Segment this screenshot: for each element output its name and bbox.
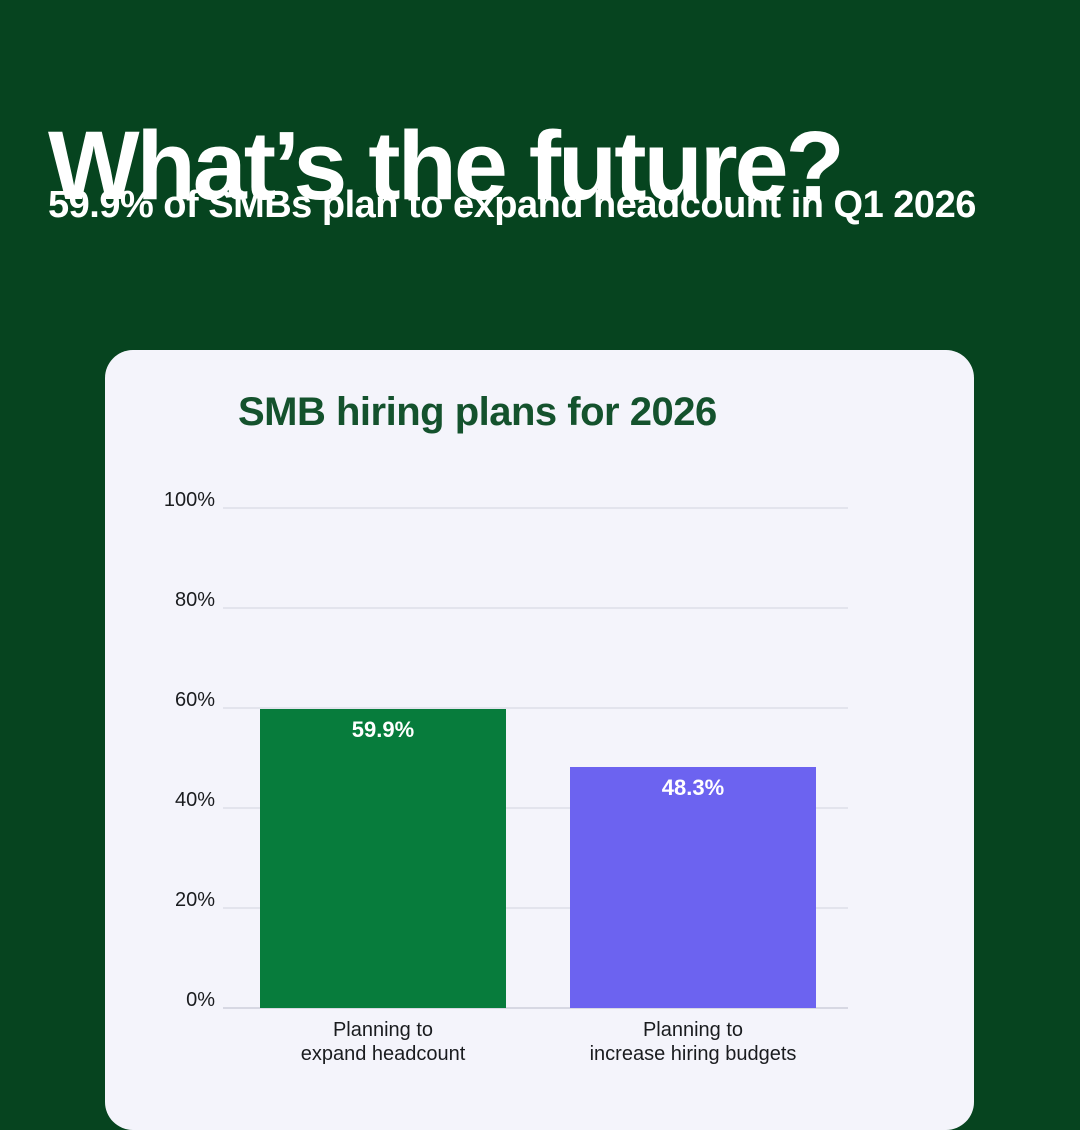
gridline — [223, 507, 848, 509]
chart-bar: 48.3% — [570, 766, 816, 1008]
x-axis-label: Planning to increase hiring budgets — [538, 1018, 848, 1066]
gridline — [223, 707, 848, 709]
y-tick-label: 80% — [174, 589, 215, 611]
plot-area: 0% 20% 40% 60% 80% 100% 59.9% Planning to expand… — [164, 489, 848, 1065]
bar-value-label: 59.9% — [351, 716, 415, 742]
chart-bar: 59.9% — [260, 708, 506, 1008]
x-axis-label-line: Planning to — [332, 1019, 434, 1041]
gridline — [223, 907, 848, 909]
page-subheading: 59.9% of SMBs plan to expand headcount i… — [48, 184, 976, 226]
chart-title: SMB hiring plans for 2026 — [238, 390, 717, 434]
gridline — [223, 807, 848, 809]
y-tick-label: 60% — [174, 689, 215, 711]
y-tick-label: 40% — [174, 789, 215, 811]
y-tick-label: 20% — [174, 889, 215, 911]
y-tick-label: 0% — [186, 989, 215, 1011]
x-axis-label-line: Planning to — [642, 1019, 744, 1041]
x-axis-label-line: increase hiring budgets — [589, 1043, 797, 1065]
infographic-page: { "page": { "heading": "What’s the futur… — [48, 110, 977, 1130]
bar-value-label: 48.3% — [661, 774, 725, 800]
gridline — [223, 1007, 848, 1009]
gridline — [223, 607, 848, 609]
y-tick-label: 100% — [163, 489, 215, 511]
x-axis-label-line: expand headcount — [300, 1043, 466, 1065]
x-axis-label: Planning to expand headcount — [228, 1018, 538, 1066]
chart-card: SMB hiring plans for 2026 0% 20% 40% 60% 80%… — [105, 350, 974, 1130]
page-heading: What’s the future? — [48, 110, 845, 220]
